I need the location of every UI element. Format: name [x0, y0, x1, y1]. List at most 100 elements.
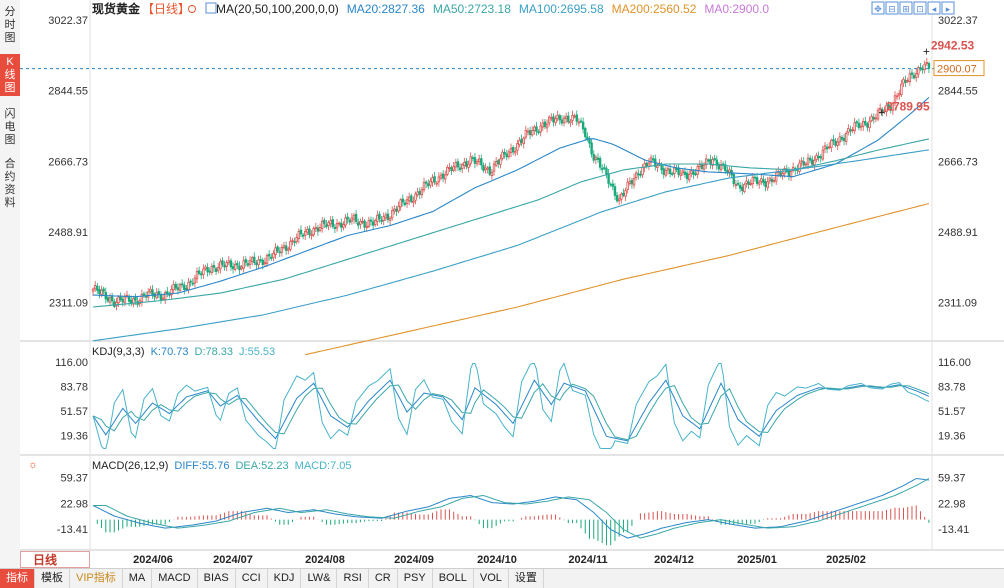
candle-body — [142, 293, 146, 296]
indicator-tab-7[interactable]: KDJ — [268, 569, 302, 588]
candle-body — [779, 171, 782, 176]
candle-body — [276, 246, 279, 252]
candle-body — [301, 234, 305, 237]
candle-body — [452, 166, 455, 171]
candle-body — [166, 291, 169, 294]
ma-value: MA100:2695.58 — [519, 2, 604, 16]
candle-body — [571, 115, 574, 121]
candle-body — [537, 131, 540, 134]
reset-icon[interactable]: ⊡ — [913, 1, 927, 15]
candle-body — [314, 227, 318, 229]
period-selector[interactable]: 日线 — [20, 551, 90, 568]
candle-body — [403, 202, 407, 206]
indicator-tab-6[interactable]: CCI — [236, 569, 268, 588]
indicator-tab-11[interactable]: PSY — [398, 569, 433, 588]
candle-body — [178, 284, 182, 291]
chart-area[interactable]: 现货黄金 【日线】 MA(20,50,100,200,0,0) MA20:2827.3… — [0, 0, 1004, 568]
candle-body — [335, 223, 339, 229]
candle-body — [420, 189, 424, 196]
candle-body — [601, 168, 604, 170]
zoom-in-icon[interactable]: ⊞ — [899, 1, 913, 15]
candle-body — [342, 224, 345, 228]
candle-body — [690, 170, 693, 174]
sidebar-tab-2[interactable]: 闪电图 — [4, 107, 16, 146]
candle-body — [280, 246, 284, 253]
move-icon-glyph: ✥ — [874, 4, 882, 14]
candle-body — [352, 215, 356, 220]
ma-line-MA20 — [93, 97, 930, 298]
candle-body — [524, 130, 528, 138]
candle-body — [96, 285, 99, 291]
candle-body — [912, 74, 916, 79]
price-tick-left: 2666.73 — [48, 156, 88, 168]
candle-body — [709, 159, 712, 165]
candle-body — [238, 265, 241, 271]
kdj-value: J:55.53 — [239, 346, 275, 358]
zoom-out-icon[interactable]: ⊟ — [885, 1, 899, 15]
candle-body — [626, 181, 629, 190]
indicator-tab-5[interactable]: BIAS — [198, 569, 236, 588]
candle-body — [817, 155, 820, 159]
candle-body — [630, 179, 634, 185]
candle-body — [233, 263, 237, 270]
sidebar-tab-3[interactable]: 合约资料 — [4, 158, 16, 209]
candle-body — [393, 208, 396, 212]
scroll-right-icon-glyph: ▸ — [946, 4, 951, 14]
candle-body — [261, 259, 264, 265]
scroll-right-icon-frame — [941, 1, 955, 15]
candle-body — [214, 268, 218, 272]
indicator-tab-3[interactable]: MA — [123, 569, 153, 588]
indicator-tab-2[interactable]: VIP指标 — [70, 569, 123, 588]
candle-body — [688, 173, 691, 181]
candle-body — [535, 126, 538, 132]
candle-body — [774, 172, 778, 182]
x-axis-label: 2024/08 — [305, 554, 345, 566]
indicator-tab-8[interactable]: LW& — [301, 569, 338, 588]
candle-body — [620, 193, 623, 200]
candle-body — [558, 115, 562, 121]
move-icon[interactable]: ✥ — [871, 1, 885, 15]
candle-body — [433, 176, 436, 183]
indicator-tab-1[interactable]: 模板 — [35, 569, 70, 588]
x-axis-label: 2025/02 — [826, 554, 866, 566]
candle-body — [346, 216, 349, 220]
candle-body — [231, 266, 235, 270]
candle-body — [259, 259, 262, 262]
indicator-tab-12[interactable]: BOLL — [433, 569, 474, 588]
candle-body — [878, 107, 882, 110]
indicator-tab-4[interactable]: MACD — [152, 569, 198, 588]
indicator-tab-9[interactable]: RSI — [337, 569, 369, 588]
scroll-right-icon[interactable]: ▸ — [941, 1, 955, 15]
candle-body — [768, 177, 772, 181]
candle-body — [390, 210, 394, 219]
candle-body — [397, 205, 400, 212]
candle-body — [117, 296, 120, 304]
indicator-tab-0[interactable]: 指标 — [0, 569, 35, 588]
candle-body — [885, 104, 888, 112]
scroll-left-icon[interactable]: ◂ — [927, 1, 941, 15]
candle-body — [615, 195, 619, 202]
candle-body — [327, 222, 330, 226]
candle-body — [898, 93, 901, 96]
candle-body — [384, 214, 388, 219]
indicator-tab-14[interactable]: 设置 — [509, 569, 544, 588]
candle-body — [613, 186, 617, 196]
candle-body — [227, 260, 231, 264]
ma-value: MA0:2900.0 — [704, 2, 769, 16]
indicator-tab-13[interactable]: VOL — [474, 569, 509, 588]
price-tick-right: 2488.91 — [938, 227, 978, 239]
candle-body — [859, 125, 863, 128]
candle-body — [310, 234, 313, 237]
candle-body — [556, 114, 559, 119]
indicator-tab-10[interactable]: CR — [369, 569, 398, 588]
candle-body — [906, 80, 909, 82]
candle-body — [172, 284, 175, 291]
candle-body — [842, 138, 846, 141]
move-icon-frame — [871, 1, 885, 15]
reset-icon-frame — [913, 1, 927, 15]
kdj-value: K:70.73 — [151, 346, 189, 358]
candle-body — [700, 163, 704, 169]
sidebar-tab-0[interactable]: 分时图 — [4, 5, 16, 44]
candle-body — [331, 219, 334, 227]
